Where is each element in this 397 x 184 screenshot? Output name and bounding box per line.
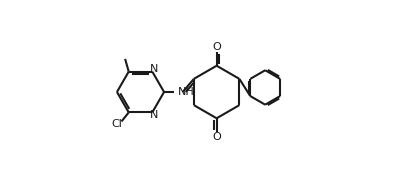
Text: NH: NH xyxy=(178,87,195,97)
Text: O: O xyxy=(212,42,221,52)
Text: O: O xyxy=(212,132,221,142)
Text: N: N xyxy=(150,110,158,120)
Text: Cl: Cl xyxy=(112,119,123,129)
Text: N: N xyxy=(150,64,158,74)
